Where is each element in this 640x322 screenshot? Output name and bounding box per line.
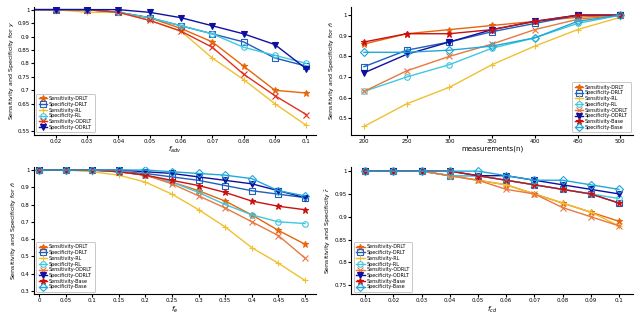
X-axis label: $f_e$: $f_e$ — [171, 305, 179, 315]
X-axis label: $f_{adv}$: $f_{adv}$ — [168, 145, 182, 156]
Legend: Sensitivity-DRLT, Specificity-DRLT, Sensitivity-RL, Specificity-RL, Sensitivity-: Sensitivity-DRLT, Specificity-DRLT, Sens… — [36, 94, 95, 132]
Legend: Sensitivity-DRLT, Specificity-DRLT, Sensitivity-RL, Specificity-RL, Sensitivity-: Sensitivity-DRLT, Specificity-DRLT, Sens… — [353, 242, 412, 292]
X-axis label: measurements(n): measurements(n) — [461, 145, 524, 152]
Y-axis label: Sensitivity and Specificity for $y$: Sensitivity and Specificity for $y$ — [7, 21, 16, 120]
Legend: Sensitivity-DRLT, Specificity-DRLT, Sensitivity-RL, Specificity-RL, Sensitivity-: Sensitivity-DRLT, Specificity-DRLT, Sens… — [36, 242, 95, 292]
Y-axis label: Sensitivity and Specificity $\hat{r}$: Sensitivity and Specificity $\hat{r}$ — [323, 187, 333, 274]
Legend: Sensitivity-DRLT, Specificity-DRLT, Sensitivity-RL, Specificity-RL, Sensitivity-: Sensitivity-DRLT, Specificity-DRLT, Sens… — [572, 82, 630, 132]
X-axis label: $f_{cd}$: $f_{cd}$ — [487, 305, 497, 315]
Y-axis label: Sensitivity and Specificity for $\hat{n}$: Sensitivity and Specificity for $\hat{n}… — [327, 21, 337, 120]
Y-axis label: Sensitivity and Specificity for $\hat{n}$: Sensitivity and Specificity for $\hat{n}… — [10, 181, 19, 280]
